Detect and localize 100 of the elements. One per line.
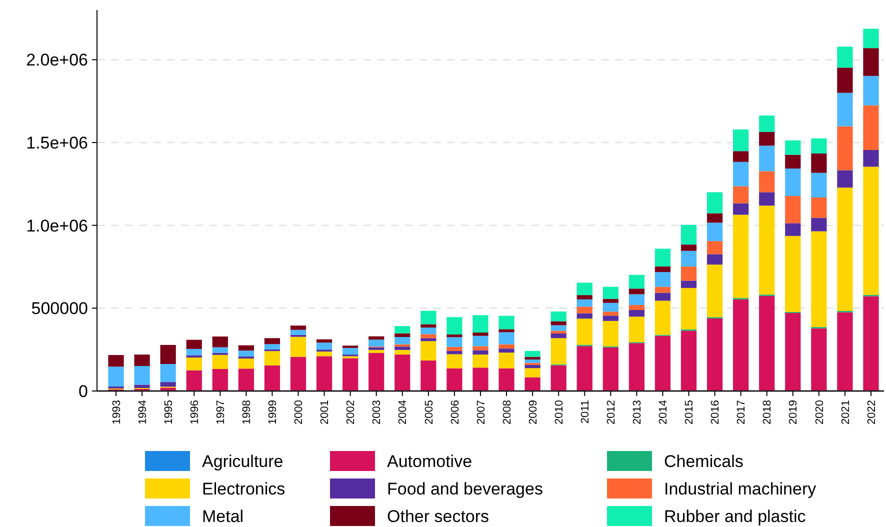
bar — [706, 213, 723, 223]
bar — [733, 151, 749, 162]
bar — [863, 28, 879, 48]
x-tick-label: 2018 — [762, 400, 774, 424]
bar — [186, 355, 202, 358]
bar — [785, 223, 801, 236]
bar — [420, 324, 436, 328]
bar — [706, 254, 723, 265]
bar — [733, 162, 749, 186]
bar — [212, 336, 228, 348]
x-tick-label: 1995 — [162, 400, 175, 424]
bar — [238, 350, 254, 357]
x-tick-label: 2007 — [475, 400, 488, 424]
bar — [733, 203, 749, 215]
x-tick-label: 2001 — [319, 400, 332, 424]
x-tick-label: 1996 — [188, 400, 201, 424]
bar — [706, 192, 723, 214]
bar — [212, 354, 228, 369]
bar — [654, 292, 671, 301]
bar — [680, 280, 697, 288]
bar — [706, 241, 723, 254]
bar — [264, 344, 280, 350]
bar — [576, 318, 592, 345]
bar — [186, 370, 202, 391]
bar — [316, 342, 332, 350]
legend-label: Rubber and plastic — [664, 506, 806, 526]
bar — [212, 347, 228, 353]
bar — [811, 138, 827, 154]
bar — [498, 332, 514, 344]
x-tick-label: 2010 — [553, 400, 566, 424]
bar — [602, 286, 618, 299]
bar — [654, 266, 671, 272]
bar — [680, 244, 697, 251]
bar — [498, 344, 514, 349]
x-tick-label: 2006 — [449, 400, 462, 424]
bar — [160, 388, 176, 391]
bar — [394, 350, 410, 355]
bar — [550, 325, 566, 331]
bar — [186, 340, 202, 349]
bar — [654, 248, 671, 266]
bar — [368, 347, 384, 350]
bar — [602, 298, 618, 303]
bar — [420, 360, 436, 391]
bar — [446, 337, 462, 347]
bar — [394, 326, 410, 334]
x-tick-label: 2009 — [527, 400, 540, 424]
bar — [680, 224, 697, 245]
bar — [238, 368, 254, 391]
bar — [680, 250, 697, 267]
x-tick-label: 2013 — [632, 400, 644, 424]
bar — [628, 343, 644, 391]
legend-label: Food and beverages — [387, 479, 543, 498]
x-tick-label: 1994 — [136, 400, 149, 424]
bar — [498, 348, 514, 353]
bar — [785, 154, 801, 169]
x-tick-label: 2005 — [423, 400, 436, 424]
bar — [706, 264, 723, 318]
bar — [811, 328, 827, 391]
bar — [837, 126, 853, 170]
bar — [342, 348, 358, 355]
bar — [446, 354, 462, 368]
x-tick-label: 2002 — [345, 400, 358, 424]
x-tick-label: 2020 — [814, 400, 826, 424]
bar — [160, 364, 176, 382]
legend-label: Metal — [202, 506, 244, 526]
bar — [134, 384, 150, 388]
bar — [238, 358, 254, 369]
bar — [550, 334, 566, 338]
bar — [576, 313, 592, 319]
bar — [316, 352, 332, 356]
x-tick-label: 2019 — [788, 400, 800, 424]
bar — [759, 132, 775, 146]
x-tick-label: 1998 — [241, 400, 254, 424]
x-tick-label: 2021 — [840, 400, 852, 424]
x-tick-label: 2000 — [293, 400, 306, 424]
bar — [342, 358, 358, 391]
bar — [498, 329, 514, 332]
legend-label: Industrial machinery — [664, 479, 817, 498]
bar — [316, 339, 332, 343]
bar — [186, 358, 202, 370]
bar — [576, 299, 592, 307]
bar — [602, 347, 618, 391]
bar — [628, 288, 644, 294]
bar — [264, 351, 280, 366]
bar — [602, 312, 618, 316]
bar — [446, 350, 462, 354]
bar — [863, 105, 879, 150]
bar — [811, 231, 827, 328]
bar — [134, 354, 150, 366]
bar — [394, 354, 410, 391]
bar — [524, 377, 540, 391]
bar — [472, 350, 488, 355]
bar — [733, 129, 749, 152]
bar — [316, 356, 332, 391]
bar — [394, 333, 410, 337]
bar — [602, 316, 618, 321]
bar — [238, 345, 254, 351]
bar — [733, 214, 749, 298]
bar — [290, 330, 306, 335]
bar — [759, 171, 775, 192]
